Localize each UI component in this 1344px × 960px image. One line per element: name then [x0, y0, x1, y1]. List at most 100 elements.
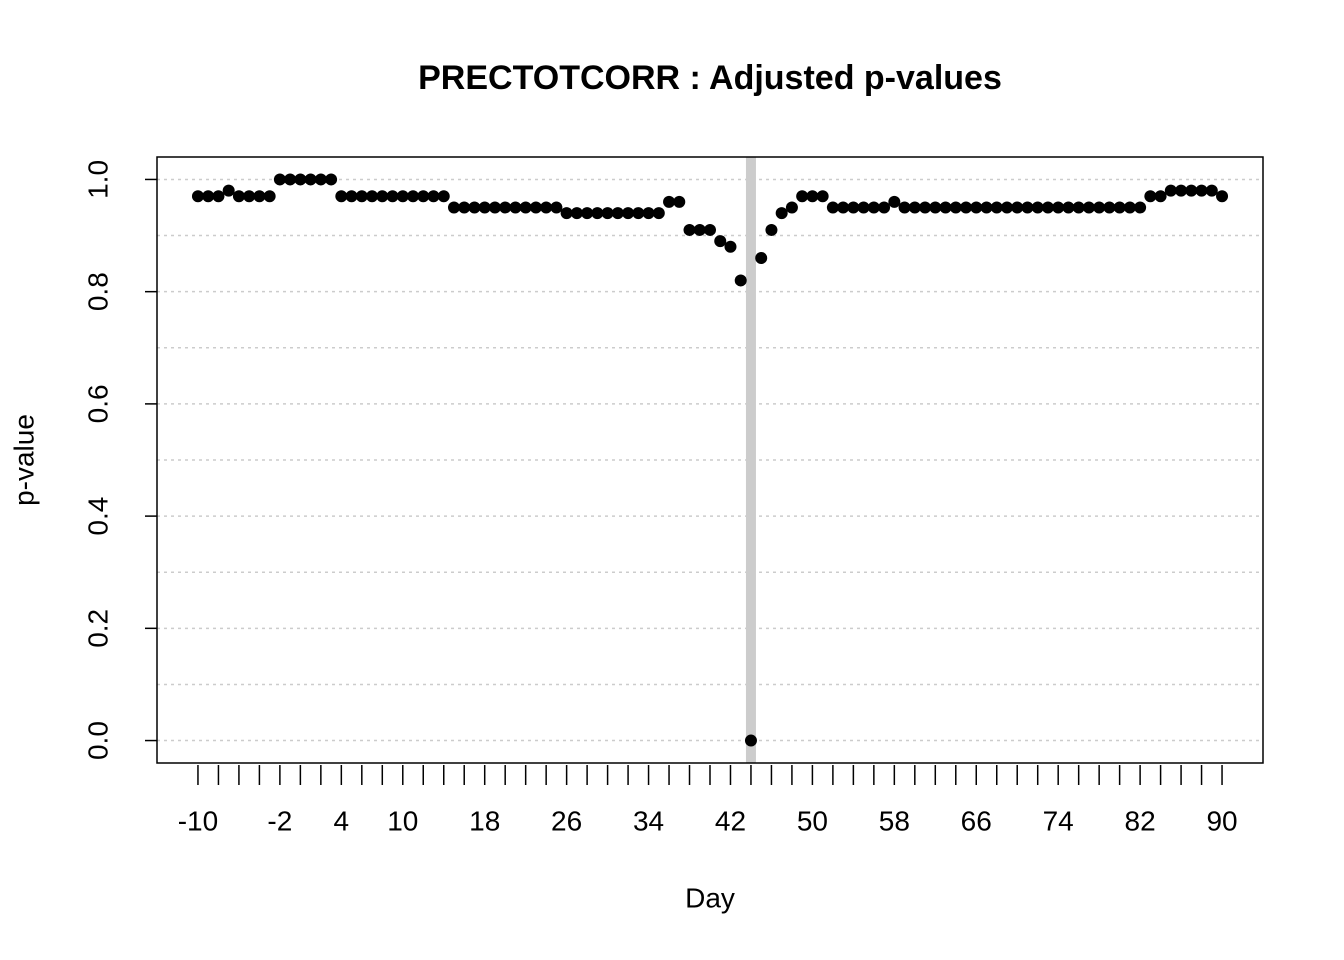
- point: [540, 201, 553, 214]
- point: [980, 201, 993, 214]
- point: [560, 207, 573, 220]
- point: [816, 190, 829, 203]
- y-tick-label: 1.0: [82, 160, 113, 199]
- point: [652, 207, 665, 220]
- x-tick-label: 50: [797, 805, 828, 836]
- point: [755, 252, 768, 264]
- point: [1021, 201, 1034, 214]
- point: [683, 223, 696, 236]
- point: [1195, 184, 1208, 197]
- point: [1134, 201, 1147, 214]
- x-tick-label: 34: [633, 805, 664, 836]
- point: [335, 190, 348, 203]
- point: [1041, 201, 1054, 214]
- point: [325, 173, 338, 186]
- point: [1113, 201, 1126, 214]
- point: [253, 190, 266, 203]
- point: [765, 223, 778, 236]
- point: [949, 201, 962, 214]
- x-tick-label: -2: [267, 805, 292, 836]
- x-tick-label: 58: [879, 805, 910, 836]
- point: [232, 190, 245, 203]
- point: [878, 201, 891, 214]
- point: [990, 201, 1003, 214]
- point: [1175, 184, 1188, 197]
- point: [611, 207, 624, 220]
- x-axis-label: Day: [685, 882, 735, 913]
- point: [519, 201, 532, 214]
- point: [1093, 201, 1106, 214]
- x-tick-label: 18: [469, 805, 500, 836]
- point: [222, 184, 235, 197]
- point: [437, 190, 450, 203]
- point: [284, 173, 297, 186]
- point: [212, 190, 225, 203]
- point: [376, 190, 389, 203]
- point: [775, 207, 788, 220]
- point: [570, 207, 583, 220]
- point: [1216, 190, 1229, 203]
- y-tick-label: 0.2: [82, 609, 113, 648]
- point: [478, 201, 491, 214]
- point: [714, 235, 727, 248]
- point: [1072, 201, 1085, 214]
- point: [1164, 184, 1177, 197]
- x-tick-label: 42: [715, 805, 746, 836]
- x-tick-label: 4: [334, 805, 350, 836]
- point: [263, 190, 276, 203]
- point: [509, 201, 522, 214]
- point: [970, 201, 983, 214]
- point: [458, 201, 471, 214]
- point: [202, 190, 215, 203]
- point: [1103, 201, 1116, 214]
- point: [734, 274, 747, 287]
- point: [837, 201, 850, 214]
- point: [488, 201, 501, 214]
- point: [847, 201, 860, 214]
- point: [704, 223, 716, 236]
- x-tick-label: -10: [178, 805, 218, 836]
- point: [581, 207, 594, 220]
- x-tick-label: 90: [1206, 805, 1237, 836]
- point: [857, 201, 870, 214]
- point: [622, 207, 635, 220]
- point: [1082, 201, 1095, 214]
- point: [1154, 190, 1167, 203]
- point: [417, 190, 430, 203]
- point: [529, 201, 542, 214]
- point: [960, 201, 973, 214]
- point: [191, 190, 204, 203]
- chart-title: PRECTOTCORR : Adjusted p-values: [418, 59, 1002, 97]
- x-tick-label: 82: [1125, 805, 1156, 836]
- point: [345, 190, 358, 203]
- y-axis-label: p-value: [8, 414, 39, 506]
- point: [908, 201, 921, 214]
- point: [888, 195, 901, 208]
- point: [273, 173, 286, 186]
- point: [826, 201, 839, 214]
- point: [724, 240, 737, 253]
- y-tick-label: 0.8: [82, 272, 113, 311]
- point: [1011, 201, 1024, 214]
- point: [693, 223, 706, 236]
- point: [1185, 184, 1198, 197]
- point: [1000, 201, 1013, 214]
- point: [1123, 201, 1136, 214]
- point: [468, 201, 481, 214]
- point: [407, 190, 420, 203]
- point: [898, 201, 911, 214]
- x-tick-label: 66: [961, 805, 992, 836]
- point: [796, 190, 809, 203]
- plot-frame: [156, 156, 1264, 764]
- point: [304, 173, 317, 186]
- x-tick-label: 10: [387, 805, 418, 836]
- point: [673, 195, 686, 208]
- point: [785, 201, 798, 214]
- point: [1052, 201, 1065, 214]
- point: [386, 190, 399, 203]
- point: [867, 201, 880, 214]
- point: [939, 201, 952, 214]
- point: [591, 207, 604, 220]
- point: [929, 201, 942, 214]
